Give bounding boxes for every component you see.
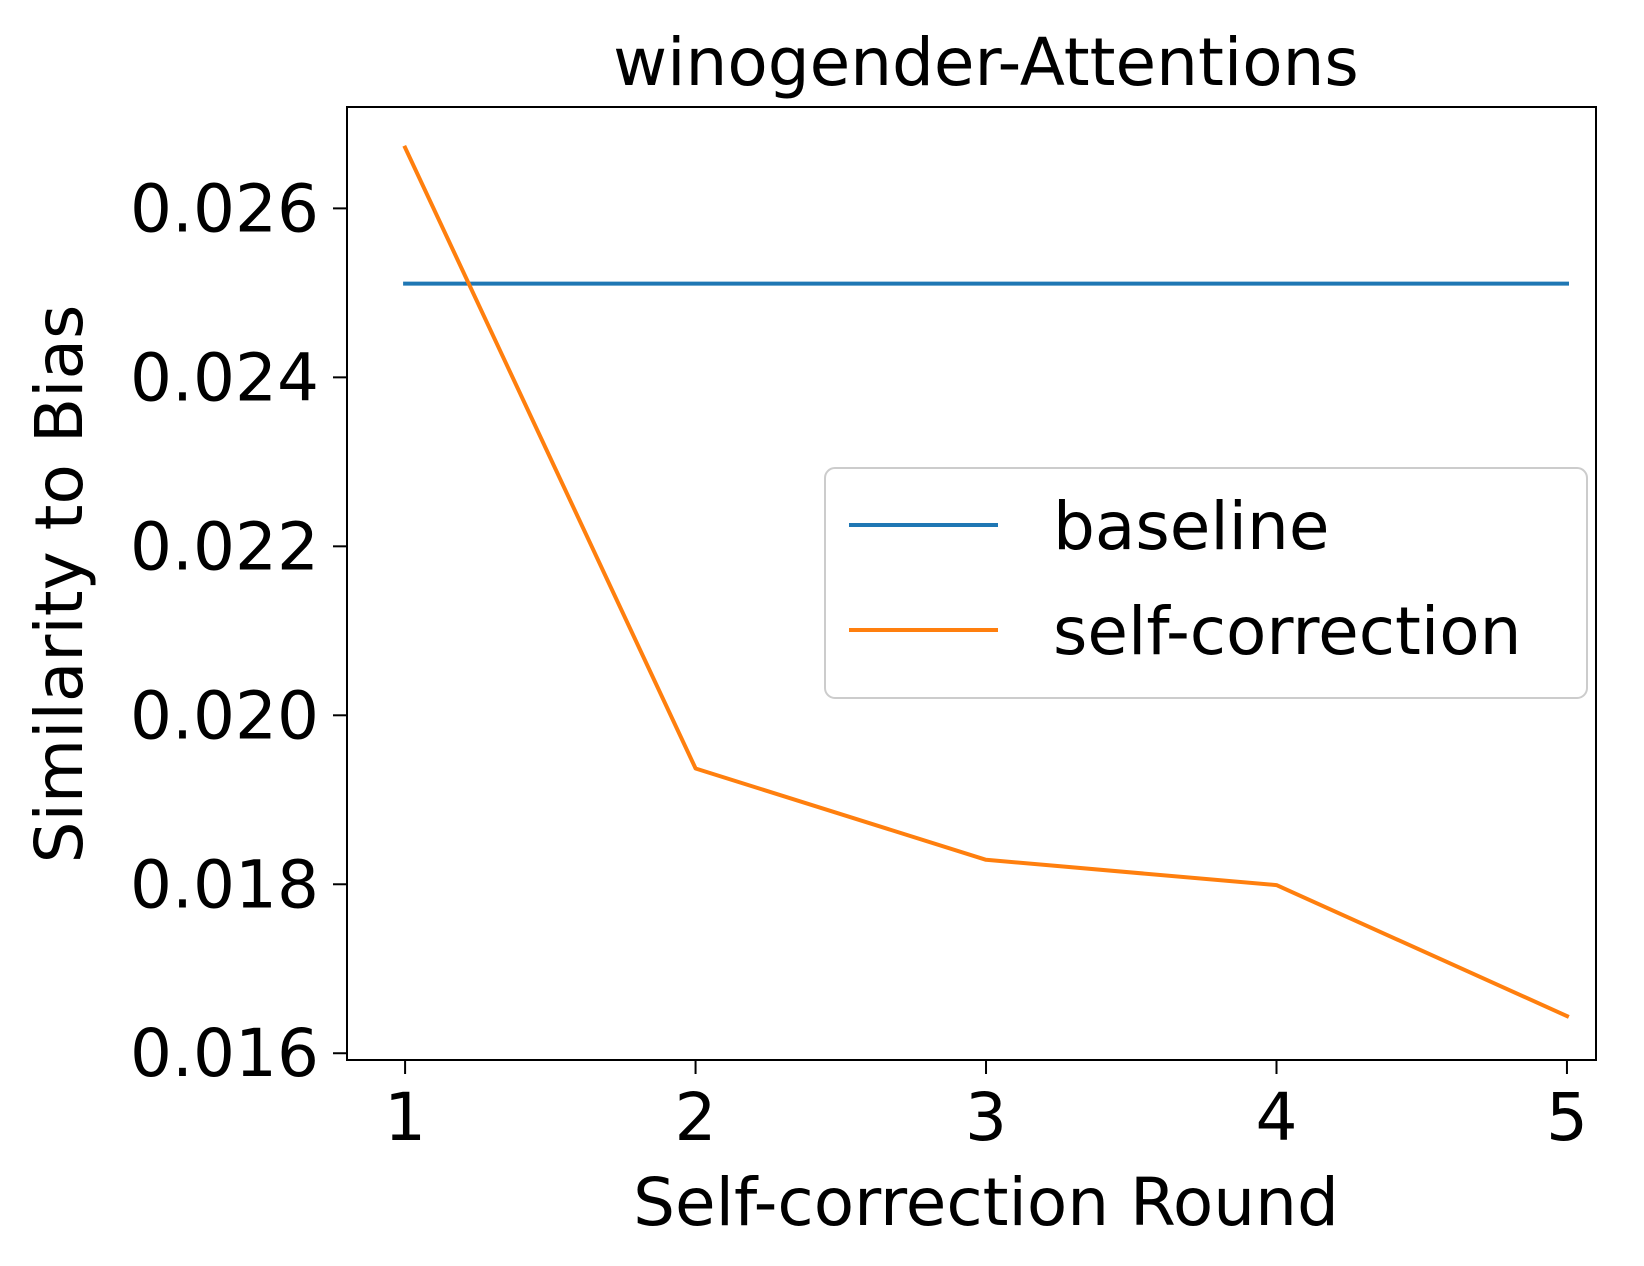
x-tick-label: 5	[1546, 1079, 1588, 1156]
y-tick-label: 0.020	[130, 677, 319, 754]
chart-title: winogender-Attentions	[613, 24, 1359, 101]
y-tick-label: 0.024	[130, 339, 319, 416]
y-axis-label: Similarity to Bias	[21, 305, 98, 864]
x-tick-label: 2	[675, 1079, 717, 1156]
y-tick-label: 0.022	[130, 508, 319, 585]
y-axis-ticks: 0.016 0.018 0.020 0.022 0.024 0.026	[130, 170, 347, 1092]
x-axis-ticks: 1 2 3 4 5	[384, 1060, 1588, 1156]
x-tick-label: 1	[384, 1079, 426, 1156]
y-tick-label: 0.026	[130, 170, 319, 247]
legend: baseline self-correction	[824, 467, 1588, 699]
x-tick-label: 3	[965, 1079, 1007, 1156]
legend-label-self-correction: self-correction	[1053, 593, 1521, 670]
series-layer	[402, 144, 1570, 1019]
series-line-self-correction	[402, 144, 1570, 1019]
y-tick-label: 0.016	[130, 1015, 319, 1092]
legend-label-baseline: baseline	[1053, 488, 1329, 565]
legend-box	[824, 467, 1588, 699]
x-tick-label: 4	[1255, 1079, 1297, 1156]
x-axis-label: Self-correction Round	[633, 1164, 1339, 1241]
y-tick-label: 0.018	[130, 846, 319, 923]
